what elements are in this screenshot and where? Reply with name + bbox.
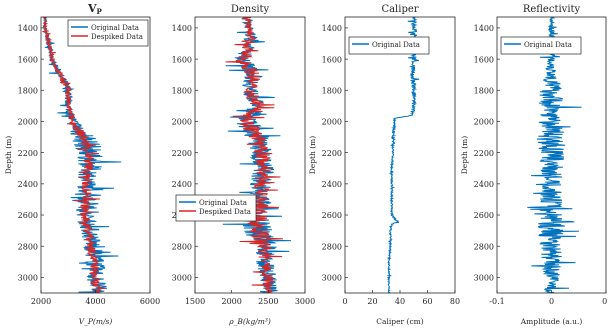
x-tick-label: 80 — [450, 297, 460, 306]
x-tick-label: 2000 — [31, 297, 51, 306]
chart-panel-4: 1400 1600 1800 2000 2200 2400 2600 2800 3000 -0.1… — [460, 4, 608, 326]
y-axis-label: Depth (m) — [4, 136, 13, 175]
y-tick-label: 2200 — [322, 149, 342, 158]
series-line-2 — [225, 17, 284, 293]
y-tick-label: 2000 — [474, 118, 494, 127]
y-tick-label: 2400 — [322, 180, 342, 189]
y-tick-label: 1800 — [322, 86, 342, 95]
y-tick-label: 3000 — [172, 274, 192, 283]
x-axis-label: ρ_B(kg/m³) — [228, 317, 271, 326]
y-tick-label: 2800 — [172, 242, 192, 251]
x-tick-label: 2000 — [221, 297, 241, 306]
y-tick-label: 1400 — [322, 24, 342, 33]
y-tick-label: 2400 — [18, 180, 38, 189]
legend-entry: Despiked Data — [199, 208, 251, 216]
x-tick-label: 20 — [367, 297, 377, 306]
y-tick-label: 1600 — [18, 55, 38, 64]
y-tick-label: 3000 — [474, 274, 494, 283]
panel-title: Caliper — [381, 4, 418, 15]
y-tick-label: 2600 — [18, 211, 38, 220]
legend-box — [175, 194, 257, 222]
panel-title: Density — [231, 4, 270, 15]
legend-entry: Original Data — [524, 41, 572, 49]
y-axis-label: Depth (m) — [460, 136, 469, 175]
y-tick-label: 2800 — [322, 242, 342, 251]
x-tick-label: 40 — [395, 297, 405, 306]
series-line-1 — [527, 17, 582, 293]
y-tick-label: 2000 — [172, 118, 192, 127]
chart-panel-3: 1400 1600 1800 2000 2200 2400 2600 2800 3000 0 20 4… — [308, 4, 460, 326]
panel-title: Reflectivity — [523, 4, 581, 15]
x-axis-label: V_P(m/s) — [79, 317, 113, 326]
y-axis-label: Depth (m) — [308, 136, 317, 175]
y-tick-label: 1400 — [18, 24, 38, 33]
legend-entry: Original Data — [199, 199, 247, 207]
y-tick-label: 2800 — [474, 242, 494, 251]
y-tick-label: 2200 — [18, 149, 38, 158]
y-tick-label: 2800 — [18, 242, 38, 251]
y-tick-label: 1600 — [172, 55, 192, 64]
x-tick-label: 60 — [422, 297, 432, 306]
series-line-2 — [42, 17, 106, 293]
chart-panel-1: 1400 1600 1800 2000 2200 2400 2600 2800 3000 2000… — [4, 2, 160, 326]
y-tick-label: 1800 — [18, 86, 38, 95]
y-tick-label: 2400 — [172, 180, 192, 189]
x-axis-label: Amplitude (a.u.) — [520, 317, 583, 326]
y-tick-label: 2600 — [474, 211, 494, 220]
legend: Original Data — [500, 36, 582, 55]
y-tick-label: 1600 — [474, 55, 494, 64]
x-tick-label: 0 — [342, 297, 347, 306]
legend-entry: Original Data — [91, 24, 139, 32]
x-tick-label: 2500 — [258, 297, 278, 306]
chart-panel-2: 1400160018002000220024002600280030001500… — [172, 4, 316, 326]
y-tick-label: 2400 — [474, 180, 494, 189]
panel-title: V — [87, 2, 97, 15]
panel-title-subscript: P — [97, 7, 103, 16]
y-tick-label: 3000 — [322, 274, 342, 283]
y-tick-label: 2200 — [474, 149, 494, 158]
y-tick-label: 1800 — [474, 86, 494, 95]
x-tick-label: 3000 — [295, 297, 315, 306]
x-axis-label: Caliper (cm) — [376, 317, 423, 326]
legend: Original Data — [348, 36, 430, 55]
x-tick-label: 0. — [602, 297, 608, 306]
legend-entry: Original Data — [372, 41, 420, 49]
x-tick-label: 4000 — [85, 297, 105, 306]
x-tick-label: 6000 — [140, 297, 160, 306]
legend-box — [348, 36, 430, 55]
x-tick-label: -0.1 — [489, 297, 504, 306]
series-line-1 — [386, 17, 420, 293]
legend-box — [67, 19, 149, 47]
y-tick-label: 2000 — [18, 118, 38, 127]
y-tick-label: 1400 — [172, 24, 192, 33]
x-tick-label: 0 — [549, 297, 554, 306]
legend-box — [500, 36, 582, 55]
y-tick-label: 2600 — [322, 211, 342, 220]
x-tick-label: 1500 — [185, 297, 205, 306]
y-tick-label: 2200 — [172, 149, 192, 158]
y-tick-label: 1800 — [172, 86, 192, 95]
y-tick-label: 1400 — [474, 24, 494, 33]
y-tick-label: 1600 — [322, 55, 342, 64]
y-tick-label: 2000 — [322, 118, 342, 127]
plot-area-frame — [344, 16, 456, 294]
y-tick-label: 3000 — [18, 274, 38, 283]
plot-area-frame — [194, 16, 306, 294]
series-line-1 — [42, 17, 122, 293]
legend-entry: Despiked Data — [91, 33, 143, 41]
